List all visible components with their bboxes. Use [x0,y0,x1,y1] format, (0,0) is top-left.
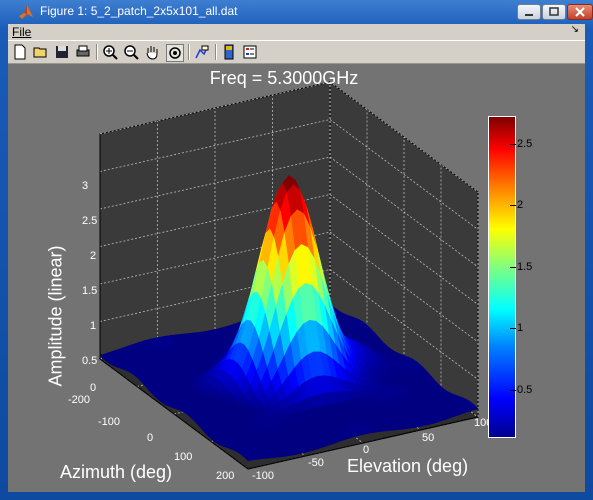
matlab-logo-icon [18,4,34,20]
window-title: Figure 1: 5_2_patch_2x5x101_all.dat [40,4,238,18]
y-axis-label: Elevation (deg) [347,456,469,476]
zoom-out-icon[interactable] [123,44,139,60]
figure-client-area: File ↘ Freq = 5.3000GHz Amplitude (linea… [8,24,585,492]
z-tick: 2.5 [82,215,98,227]
gridline [329,119,479,230]
surface-patch [243,455,256,462]
toolbar [8,40,585,64]
colorbar-tick: 2 [517,199,524,211]
y-tick: -50 [308,457,324,469]
maximize-icon [549,7,559,16]
colorbar-tick: 0.5 [517,384,533,396]
close-icon [575,7,585,17]
colorbar-icon[interactable] [221,44,237,60]
colorbar-tick: 2.5 [517,138,533,150]
x-tick: -100 [98,416,121,428]
colorbar-tick: 1 [517,322,524,334]
menu-bar: File ↘ [8,24,585,40]
minimize-button[interactable] [517,4,541,20]
legend-icon[interactable] [242,44,258,60]
open-folder-icon[interactable] [33,44,49,60]
y-tick: 50 [422,432,435,444]
zoom-in-icon[interactable] [102,44,118,60]
title-bar[interactable]: Figure 1: 5_2_patch_2x5x101_all.dat [6,0,593,24]
menu-file[interactable]: File [12,25,32,39]
data-cursor-icon[interactable] [194,44,210,60]
colorbar-tick: 1.5 [517,261,533,273]
print-icon[interactable] [75,44,91,60]
surface-plot[interactable] [8,64,585,492]
x-tick: -200 [68,394,91,406]
rotate-3d-icon[interactable] [166,44,184,62]
plot-area[interactable]: Freq = 5.3000GHz Amplitude (linear) Azim… [8,64,585,492]
close-button[interactable] [567,4,593,20]
z-tick: 3 [82,180,89,192]
new-file-icon[interactable] [12,44,28,60]
plot-title: Freq = 5.3000GHz [209,68,359,88]
menu-overflow-icon[interactable]: ↘ [570,24,579,35]
z-tick: 1.5 [82,285,98,297]
z-tick: 0.5 [82,355,98,367]
gridline [99,119,331,172]
colorbar[interactable] [488,116,516,438]
gridline [329,231,479,343]
z-axis-label: Amplitude (linear) [45,245,66,387]
x-axis-label: Azimuth (deg) [60,462,173,482]
x-tick: 100 [174,451,193,463]
x-axis-line [99,358,249,470]
x-tick: 0 [147,432,154,444]
minimize-icon [525,14,533,16]
pan-hand-icon[interactable] [144,44,160,60]
y-tick: -100 [252,470,275,482]
z-tick: 0 [90,382,97,394]
y-tick: 0 [363,444,370,456]
maximize-button[interactable] [542,4,566,20]
y-axis-line [247,416,479,470]
y-tick: 100 [474,417,493,429]
x-tick: 200 [216,470,235,482]
z-tick: 1 [90,320,97,332]
z-tick: 2 [90,250,97,262]
save-icon[interactable] [54,44,70,60]
